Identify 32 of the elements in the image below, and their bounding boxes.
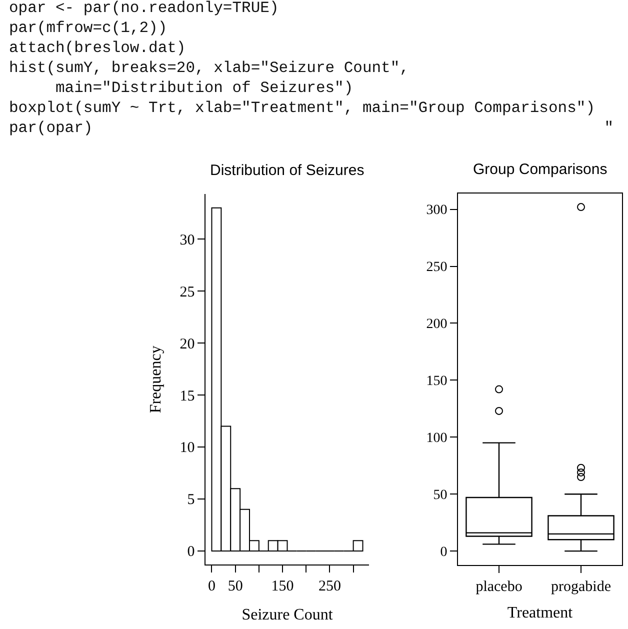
x-tick-label: 150: [271, 578, 294, 595]
y-tick-label: 0: [440, 544, 448, 560]
x-axis-title: Treatment: [507, 604, 574, 622]
y-tick-label: 15: [180, 388, 195, 404]
x-tick-label: progabide: [551, 578, 612, 595]
y-tick-label: 200: [426, 317, 448, 332]
text: opar <- par(no.readonly=TRUE): [9, 0, 279, 17]
y-tick-label: 300: [426, 203, 448, 218]
text: attach(breslow.dat): [9, 39, 186, 57]
x-tick-label: 250: [318, 578, 341, 595]
y-tick-label: 150: [426, 374, 448, 390]
y-tick-label: 25: [180, 284, 195, 300]
x-tick-label: 50: [228, 578, 243, 595]
x-tick-label: 0: [208, 578, 216, 595]
y-tick-label: 20: [180, 336, 195, 352]
text: hist(sumY, breaks=20, xlab="Seizure Count",: [9, 59, 409, 77]
x-tick-label: placebo: [476, 578, 522, 595]
y-tick-label: 30: [180, 232, 195, 248]
y-tick-label: 250: [426, 260, 448, 276]
chart-title: Group Comparisons: [473, 161, 608, 178]
text: par(opar) ": [9, 119, 614, 137]
y-tick-label: 50: [433, 488, 448, 503]
y-axis-title: Frequency: [148, 346, 165, 414]
y-tick-label: 0: [187, 544, 195, 560]
y-tick-label: 10: [180, 440, 195, 456]
text: boxplot(sumY ~ Trt, xlab="Treatment", main="Group Comparisons"): [9, 99, 595, 117]
y-tick-label: 5: [187, 492, 195, 508]
text: par(mfrow=c(1,2)): [9, 19, 168, 37]
x-axis-title: Seizure Count: [242, 606, 334, 624]
chart-title: Distribution of Seizures: [210, 162, 364, 179]
y-tick-label: 100: [426, 431, 448, 446]
text: main="Distribution of Seizures"): [9, 79, 354, 97]
